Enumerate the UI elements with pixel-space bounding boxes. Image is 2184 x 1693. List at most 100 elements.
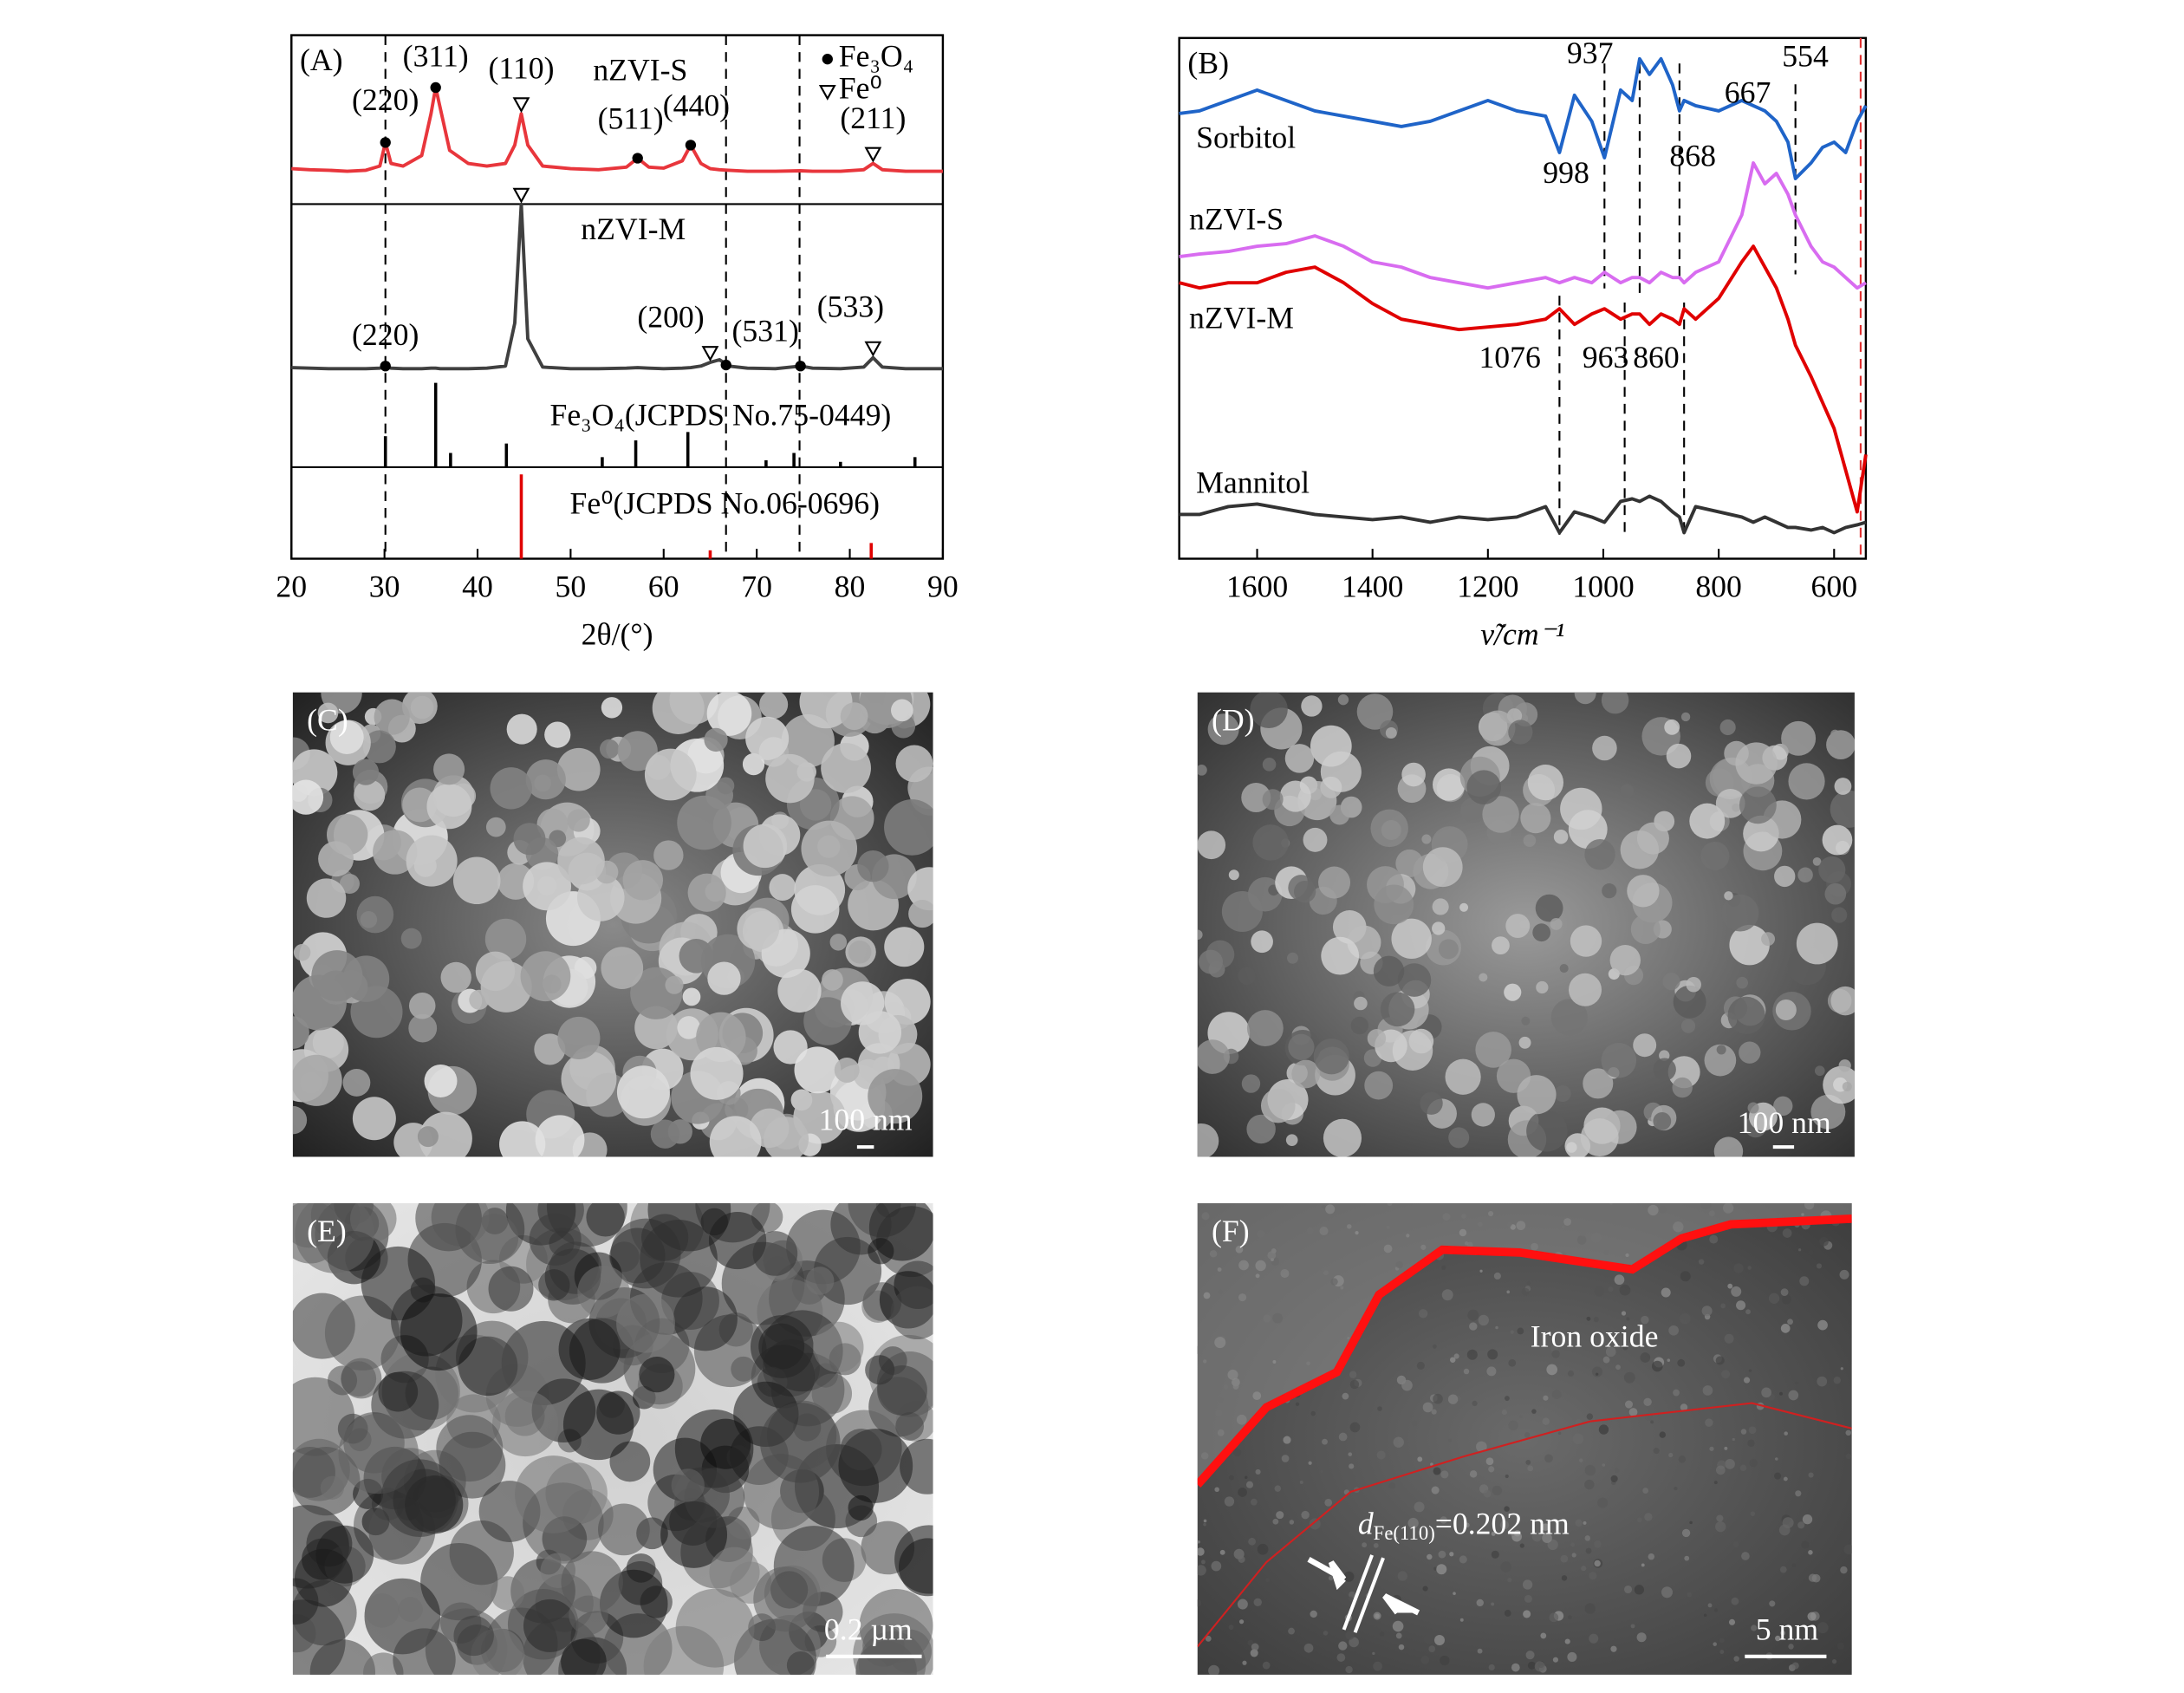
particle xyxy=(1342,1392,1349,1400)
particle xyxy=(1780,1630,1786,1636)
particle xyxy=(653,840,684,870)
particle xyxy=(535,1115,585,1157)
particle xyxy=(1817,1622,1829,1634)
particle xyxy=(426,784,472,830)
particle xyxy=(1504,1396,1510,1401)
particle xyxy=(1303,1643,1314,1653)
particle xyxy=(1641,1563,1645,1567)
particle xyxy=(1519,1543,1524,1548)
particle xyxy=(765,753,815,804)
particle xyxy=(1525,1651,1535,1660)
particle xyxy=(1445,1058,1481,1095)
particle xyxy=(1508,1358,1517,1367)
series-line xyxy=(1179,56,1868,180)
particle xyxy=(1477,1648,1483,1654)
particle xyxy=(742,752,765,776)
particle xyxy=(1459,1555,1467,1564)
particle xyxy=(1845,1453,1852,1460)
particle xyxy=(1508,720,1533,745)
particle xyxy=(417,1126,439,1148)
particle xyxy=(1733,1263,1744,1273)
x-tick-label: 1400 xyxy=(1342,569,1403,603)
particle xyxy=(1678,1455,1687,1463)
x-tick-label: 30 xyxy=(369,569,400,603)
particle xyxy=(1238,1488,1247,1497)
particle xyxy=(1648,1553,1655,1560)
particle xyxy=(700,1208,729,1236)
wavenumber-label: 937 xyxy=(1567,36,1614,70)
particle xyxy=(1321,936,1360,975)
particle xyxy=(1205,1635,1212,1642)
particle xyxy=(1674,1487,1678,1491)
particle xyxy=(731,1356,757,1382)
particle xyxy=(1547,1539,1558,1551)
particle xyxy=(884,799,933,856)
particle xyxy=(677,795,731,850)
particle xyxy=(1780,1324,1791,1333)
particle xyxy=(586,1203,625,1237)
particle xyxy=(1197,765,1207,776)
x-tick-label: 1600 xyxy=(1226,569,1288,603)
particle xyxy=(1431,1409,1437,1415)
particle xyxy=(1594,1286,1605,1297)
x-tick-label: 1200 xyxy=(1457,569,1518,603)
particle xyxy=(1362,1513,1367,1517)
particle xyxy=(677,1016,701,1039)
particle xyxy=(1567,1370,1575,1377)
particle xyxy=(1394,1536,1398,1541)
particle xyxy=(1651,1360,1663,1372)
particle xyxy=(848,1494,874,1521)
particle xyxy=(790,885,840,934)
particle xyxy=(293,944,311,961)
particle xyxy=(1511,1663,1520,1672)
particle xyxy=(1549,1612,1559,1623)
particle xyxy=(529,1213,582,1266)
particle xyxy=(1668,1325,1679,1336)
particle xyxy=(601,947,644,989)
particle xyxy=(1430,1462,1433,1466)
micrograph-texture xyxy=(1197,692,1855,1157)
particle xyxy=(1817,1376,1828,1387)
particle xyxy=(1819,1236,1829,1247)
particle xyxy=(1501,1410,1507,1416)
particle xyxy=(1593,1317,1599,1323)
particle xyxy=(1500,1561,1511,1573)
particle xyxy=(1630,1624,1635,1629)
particle xyxy=(1485,1457,1494,1466)
particle xyxy=(1761,1387,1771,1398)
particle xyxy=(641,1214,689,1261)
particle xyxy=(1715,1356,1725,1365)
particle xyxy=(1464,1522,1470,1528)
particle xyxy=(1441,1265,1446,1270)
particle xyxy=(1716,1514,1724,1522)
particle xyxy=(1775,1635,1781,1642)
particle xyxy=(706,692,752,736)
particle xyxy=(1739,1464,1747,1472)
particle xyxy=(373,830,418,875)
particle xyxy=(1483,1489,1492,1498)
particle xyxy=(1598,1424,1609,1435)
x-tick-label: 90 xyxy=(927,569,959,603)
particle xyxy=(1575,1519,1583,1527)
particle xyxy=(1751,1625,1758,1631)
particle xyxy=(1774,1472,1782,1480)
particle xyxy=(1680,712,1691,722)
particle xyxy=(1801,1540,1810,1549)
particle xyxy=(1608,1286,1614,1293)
particle xyxy=(1208,1664,1220,1675)
particle xyxy=(1395,1632,1402,1639)
particle xyxy=(743,824,788,869)
core-boundary xyxy=(1197,1402,1852,1648)
particle xyxy=(1260,1088,1296,1123)
particle xyxy=(1248,1537,1256,1546)
particle xyxy=(1348,1452,1353,1456)
particle xyxy=(1596,1372,1599,1376)
particle xyxy=(1684,1555,1690,1561)
lattice-fringe xyxy=(1342,1554,1374,1631)
particle xyxy=(890,1286,933,1340)
particle xyxy=(1427,1553,1433,1560)
particle xyxy=(1673,1389,1680,1397)
top-region xyxy=(1197,1203,1852,1485)
particle xyxy=(1550,917,1563,930)
